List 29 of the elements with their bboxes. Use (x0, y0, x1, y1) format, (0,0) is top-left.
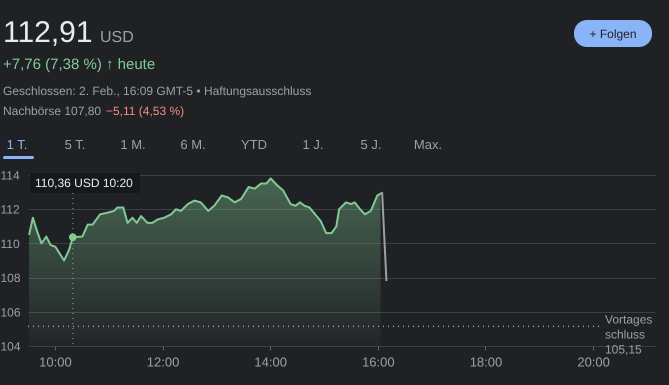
text: 1 M. (120, 137, 146, 152)
text: YTD (241, 137, 267, 152)
y-tick-label: 110 (0, 236, 20, 251)
y-tick-label: 106 (0, 305, 21, 320)
y-tick-label: 114 (0, 168, 20, 182)
x-tick-label: 20:00 (577, 354, 610, 370)
y-tick-label: 112 (0, 202, 20, 217)
x-tick-label: 12:00 (146, 354, 180, 370)
text: Nachbörse 107,80 (3, 104, 102, 118)
text: −5,11 (4,53 %) (106, 104, 184, 118)
text: 1 J. (302, 137, 324, 152)
text: +7,76 (7,38 %) ↑ heute (3, 56, 156, 73)
y-tick-label: 104 (0, 340, 21, 354)
x-tick-label: 10:00 (39, 354, 72, 370)
y-tick-label: 108 (0, 271, 21, 286)
text: Geschlossen: 2. Feb., 16:09 GMT-5 • Haftungsausschluss (3, 84, 312, 98)
text: 5 J. (360, 137, 382, 152)
text: 1 T. (6, 137, 28, 152)
text: 5 T. (64, 137, 86, 152)
text: USD (100, 29, 134, 46)
annotation: 110,36 USD 10:20 (35, 176, 134, 190)
x-tick-label: 18:00 (470, 354, 502, 370)
text: Max. (414, 137, 442, 152)
text: + Folgen (589, 27, 637, 41)
x-tick-label: 16:00 (362, 354, 395, 370)
ref-line-label: Vortages schluss 105,15 (605, 312, 652, 356)
text: 6 M. (180, 137, 206, 152)
chart-title: 112,91 (3, 16, 93, 49)
x-tick-label: 14:00 (254, 354, 287, 370)
